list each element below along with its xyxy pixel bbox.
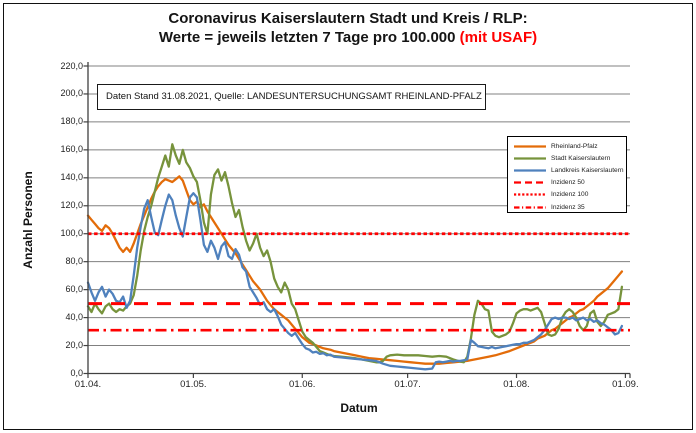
y-tick-label: 180,0 (60, 116, 83, 127)
chart-title: Coronavirus Kaiserslautern Stadt und Kre… (0, 9, 696, 47)
y-tick-label: 120,0 (60, 200, 83, 211)
legend-item: Rheinland-Pfalz (508, 140, 626, 152)
legend-item: Inzidenz 35 (508, 201, 626, 213)
y-tick-label: 160,0 (60, 144, 83, 155)
legend-item: Stadt Kaiserslautern (508, 152, 626, 164)
chart-title-usaf: (mit USAF) (459, 29, 538, 46)
legend-label: Landkreis Kaiserslautern (551, 166, 624, 174)
y-tick-label: 20,0 (65, 340, 83, 351)
y-tick-label: 100,0 (60, 228, 83, 239)
y-tick-label: 200,0 (60, 88, 83, 99)
x-tick-label: 01.06. (289, 379, 316, 390)
legend-label: Rheinland-Pfalz (551, 142, 598, 150)
info-box: Daten Stand 31.08.2021, Quelle: LANDESUN… (97, 84, 486, 110)
y-tick-label: 220,0 (60, 60, 83, 71)
y-tick-label: 40,0 (65, 312, 83, 323)
legend-swatch (514, 169, 546, 172)
legend-swatch (514, 181, 546, 184)
chart-title-line1: Coronavirus Kaiserslautern Stadt und Kre… (168, 10, 528, 27)
legend-label: Inzidenz 35 (551, 203, 585, 211)
x-tick-label: 01.09. (612, 379, 639, 390)
y-tick-label: 0,0 (70, 368, 83, 378)
series-line-stadt-kaiserslautern (86, 143, 624, 364)
legend-swatch (514, 144, 546, 148)
x-tick-label: 01.07. (394, 379, 421, 390)
y-tick-label: 140,0 (60, 172, 83, 183)
legend-label: Stadt Kaiserslautern (551, 154, 611, 162)
y-tick-label: 80,0 (65, 256, 83, 267)
x-axis-title: Datum (340, 401, 378, 415)
x-tick-label: 01.05. (180, 379, 207, 390)
legend: Rheinland-Pfalz Stadt Kaiserslautern Landk… (507, 136, 627, 213)
x-tick-label: 01.08. (503, 379, 530, 390)
y-axis-title: Anzahl Personen (21, 171, 35, 269)
legend-swatch (514, 205, 546, 209)
legend-label: Inzidenz 100 (551, 191, 589, 199)
legend-item: Inzidenz 50 (508, 177, 626, 189)
y-tick-label: 60,0 (65, 284, 83, 295)
legend-label: Inzidenz 50 (551, 179, 585, 187)
info-box-text: Daten Stand 31.08.2021, Quelle: LANDESUN… (106, 91, 482, 102)
legend-item: Landkreis Kaiserslautern (508, 164, 626, 176)
chart-title-line2: Werte = jeweils letzten 7 Tage pro 100.0… (158, 29, 538, 46)
legend-item: Inzidenz 100 (508, 189, 626, 201)
legend-swatch (514, 193, 546, 196)
legend-swatch (514, 157, 546, 160)
series-line-landkreis-kaiserslautern (86, 192, 624, 371)
x-tick-label: 01.04. (74, 379, 102, 390)
